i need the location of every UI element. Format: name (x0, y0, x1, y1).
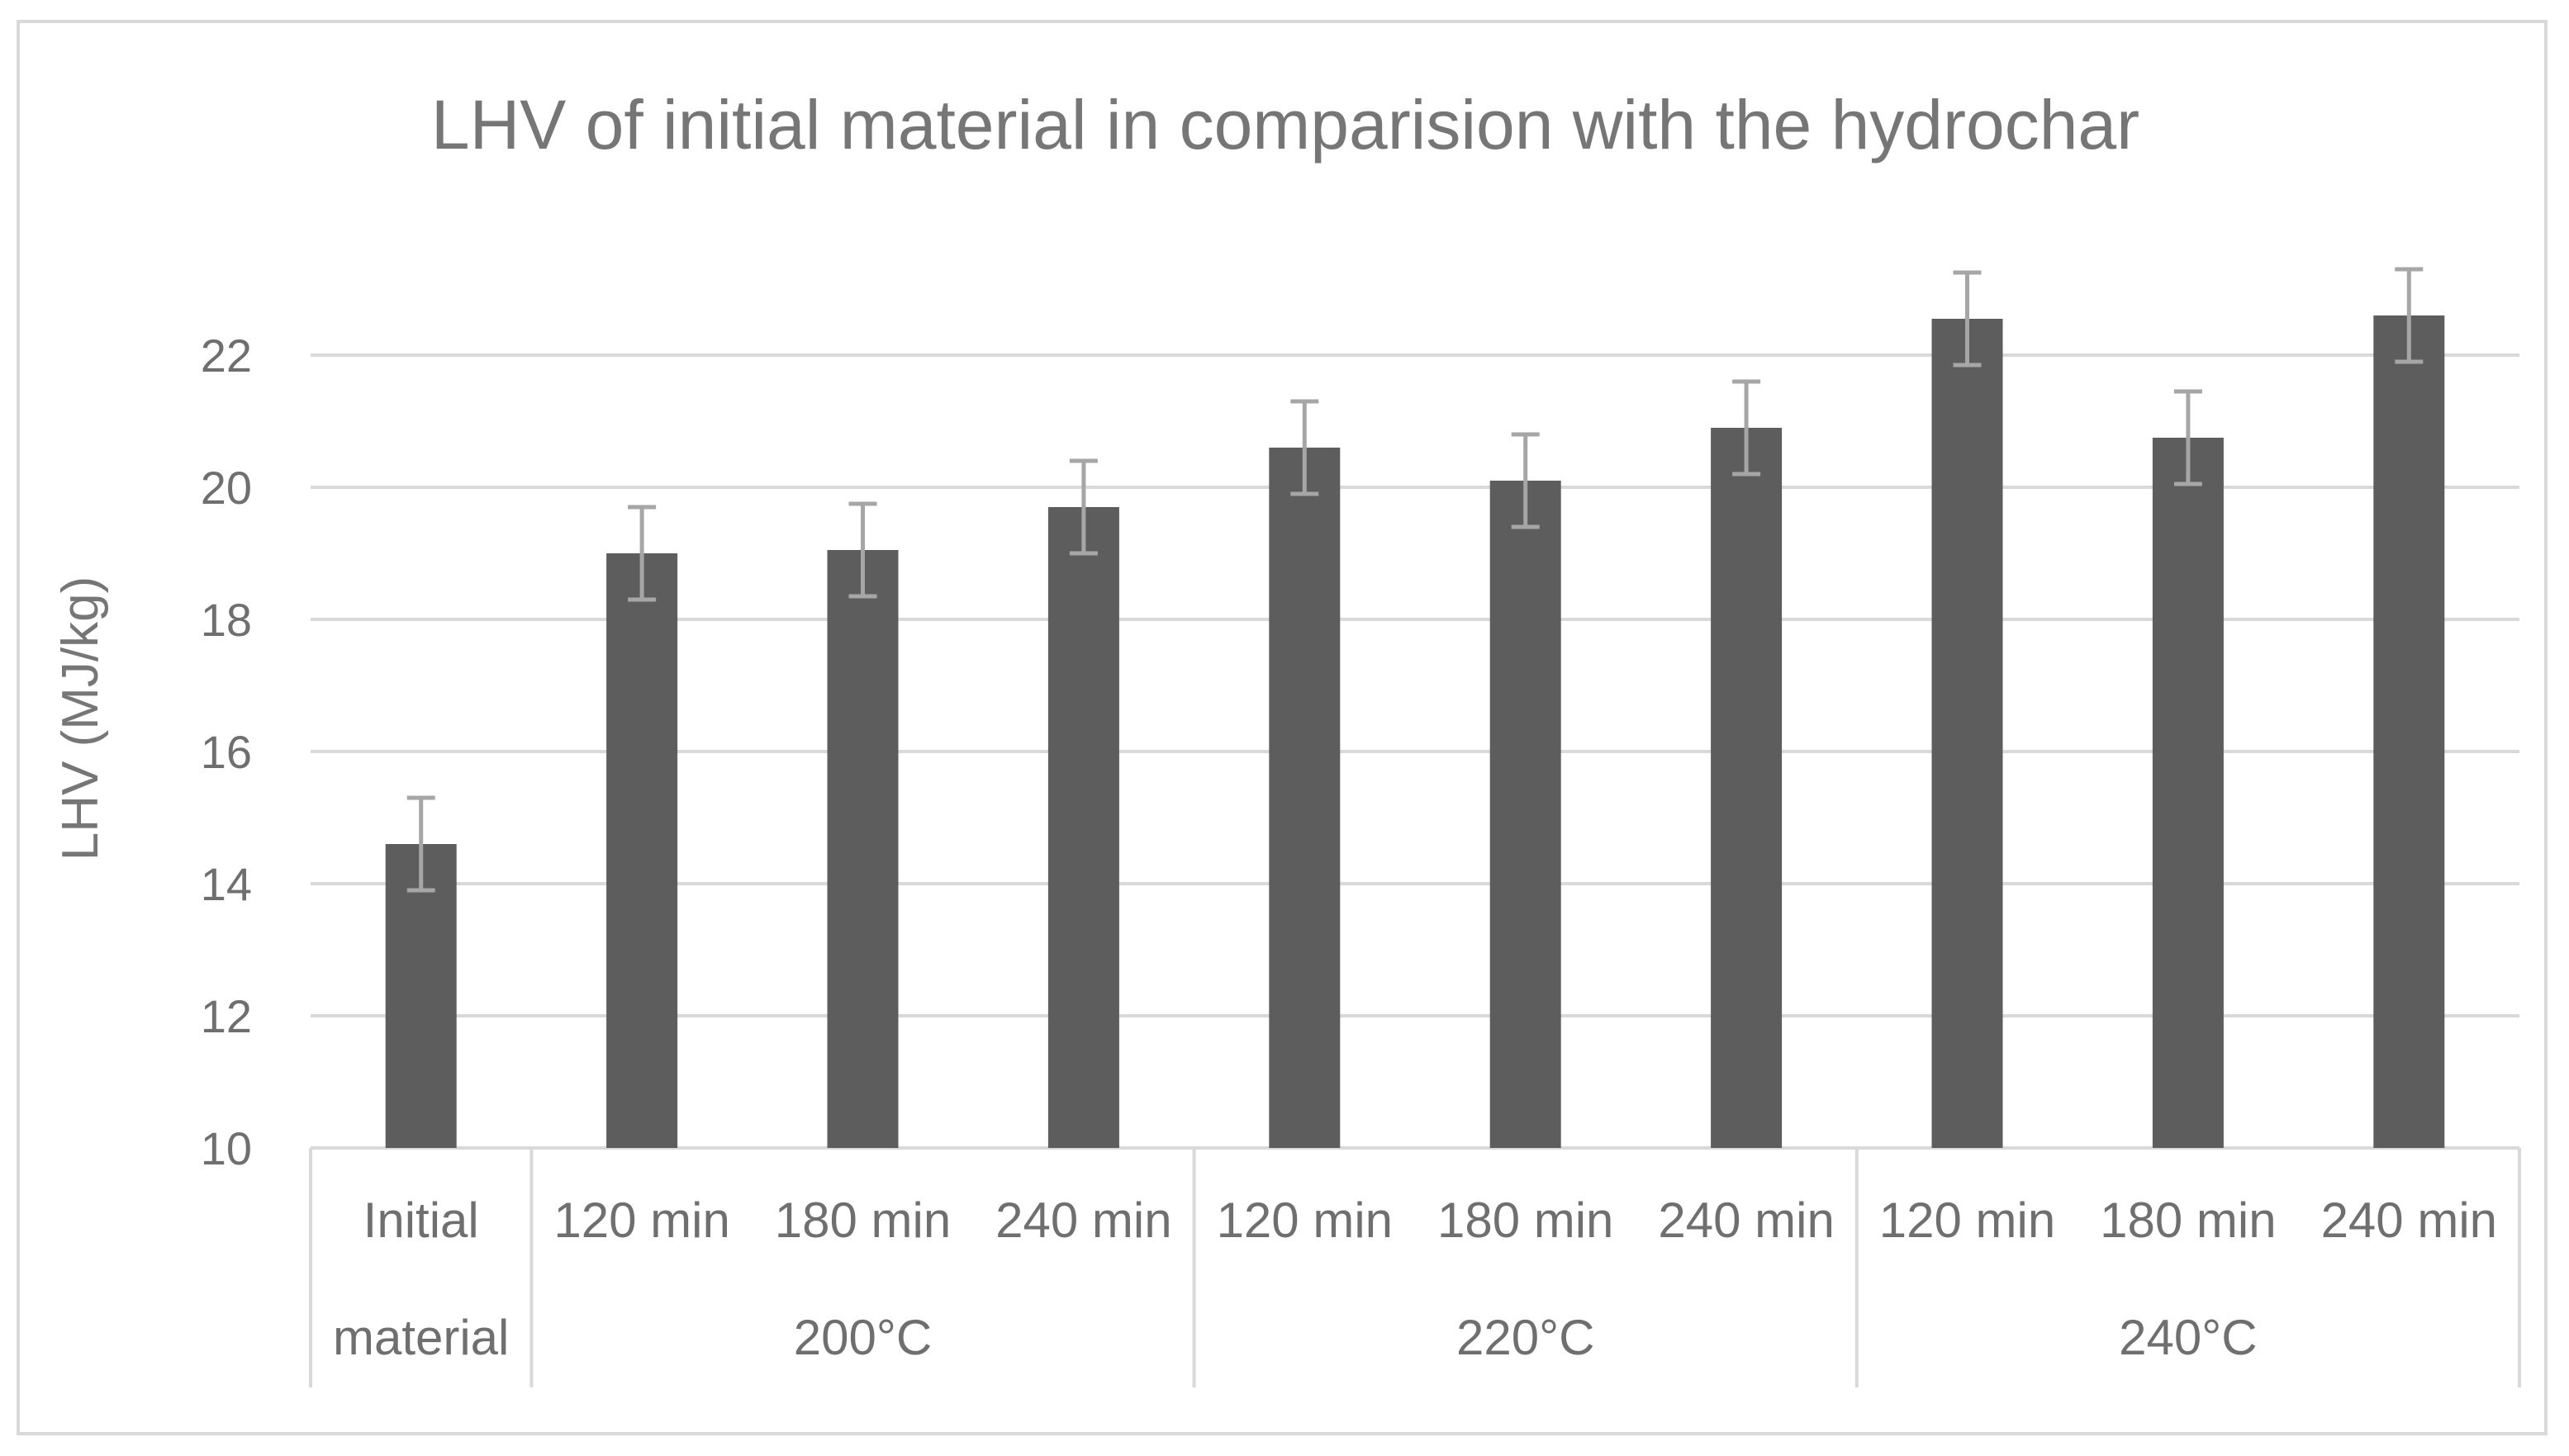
error-bar (406, 795, 435, 893)
bar (385, 844, 457, 1148)
x-tick-label: 180 min (775, 1193, 951, 1248)
bar (827, 550, 899, 1148)
y-tick-label: 16 (201, 726, 252, 778)
y-axis-ticks: 10 12 14 16 18 20 22 (201, 330, 252, 1174)
x-tick-label: 120 min (553, 1193, 729, 1248)
x-tick-label: 120 min (1879, 1193, 2055, 1248)
bar (1931, 319, 2003, 1148)
bars (385, 315, 2445, 1148)
x-axis: Initial material 120 min 180 min 240 min 120 … (309, 1148, 2521, 1387)
bar (1269, 448, 1341, 1148)
bar (2152, 438, 2224, 1148)
group-label: 240°C (2119, 1310, 2257, 1365)
gridlines (311, 353, 2519, 1150)
y-tick-label: 12 (201, 990, 252, 1042)
y-tick-label: 10 (201, 1122, 252, 1174)
error-bar (1290, 399, 1319, 496)
y-tick-label: 22 (201, 330, 252, 382)
group-label: 200°C (794, 1310, 932, 1365)
chart-frame (17, 20, 2548, 1435)
error-bar (1732, 379, 1761, 477)
error-bars (406, 267, 2424, 893)
error-bar (628, 505, 657, 602)
group-label: 220°C (1456, 1310, 1594, 1365)
error-bar (2395, 267, 2424, 364)
bar (606, 553, 678, 1148)
error-bar (2173, 389, 2202, 486)
error-bar (848, 501, 877, 599)
x-tick-label: Initial (363, 1193, 479, 1248)
error-bar (1511, 432, 1540, 529)
error-bar (1069, 458, 1098, 556)
bar (1711, 428, 1783, 1148)
y-tick-label: 18 (201, 594, 252, 646)
x-tick-label: 120 min (1217, 1193, 1393, 1248)
y-tick-label: 20 (201, 462, 252, 514)
x-tick-label: 180 min (2100, 1193, 2276, 1248)
x-tick-label: 240 min (1658, 1193, 1834, 1248)
x-tick-label: 240 min (995, 1193, 1171, 1248)
x-tick-label: 180 min (1437, 1193, 1613, 1248)
chart-title: LHV of initial material in comparision w… (431, 86, 2139, 164)
bar (1047, 507, 1119, 1148)
bar (1489, 481, 1561, 1148)
x-tick-label: 240 min (2321, 1193, 2497, 1248)
bar (2373, 315, 2445, 1148)
y-axis-title: LHV (MJ/kg) (52, 576, 109, 861)
error-bar (1953, 270, 1982, 368)
x-tick-label: material (333, 1310, 509, 1365)
y-tick-label: 14 (201, 858, 252, 910)
